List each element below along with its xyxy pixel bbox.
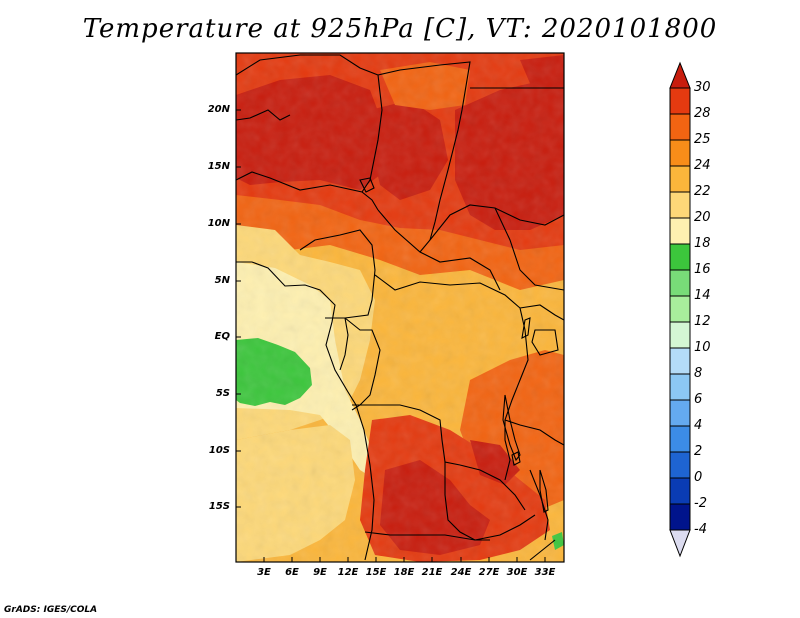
colorbar-box-16 <box>669 269 691 297</box>
map-frame <box>235 52 565 563</box>
colorbar-label-22: 22 <box>694 184 711 199</box>
lon-label-27e: 27E <box>478 567 500 578</box>
lon-ticks <box>263 557 546 562</box>
colorbar-box-30 <box>669 87 691 115</box>
colorbar-box-0 <box>669 477 691 505</box>
lat-label-15n: 15N <box>207 161 230 172</box>
colorbar-box-25 <box>669 139 691 167</box>
colorbar-label-10: 10 <box>694 340 711 355</box>
colorbar-label-m2: -2 <box>694 496 707 511</box>
lake-chad <box>359 177 375 193</box>
colorbar-box-2 <box>669 451 691 479</box>
coastline-west <box>236 261 375 561</box>
lat-label-eq: EQ <box>214 331 230 342</box>
colorbar-label-30: 30 <box>694 80 711 95</box>
lon-label-12e: 12E <box>337 567 359 578</box>
colorbar-box-8 <box>669 373 691 401</box>
colorbar-label-4: 4 <box>694 418 703 433</box>
chart-title: Temperature at 925hPa [C], VT: 202010180… <box>82 14 718 44</box>
border-car-drc <box>374 274 521 309</box>
border-mali-niger <box>236 109 291 121</box>
border-chad-car <box>377 209 501 291</box>
colorbar-label-8: 8 <box>694 366 703 381</box>
colorbar-box-10 <box>669 347 691 375</box>
lon-label-33e: 33E <box>534 567 556 578</box>
lat-label-20n: 20N <box>207 104 230 115</box>
border-uganda-kenya <box>519 304 564 321</box>
colorbar-label-20: 20 <box>694 210 711 225</box>
temperature-field <box>236 53 564 562</box>
colorbar-label-6: 6 <box>694 392 703 407</box>
colorbar-label-25: 25 <box>694 132 711 147</box>
lon-label-24e: 24E <box>450 567 472 578</box>
colorbar-box-20 <box>669 217 691 245</box>
colorbar-label-24: 24 <box>694 158 711 173</box>
colorbar-label-0: 0 <box>694 470 703 485</box>
colorbar <box>669 61 691 558</box>
lat-label-15s: 15S <box>208 501 230 512</box>
colorbar-bottom-arrow <box>669 529 691 558</box>
lat-label-10s: 10S <box>208 445 230 456</box>
colorbar-label-28: 28 <box>694 106 711 121</box>
border-angola-zambia <box>444 462 476 541</box>
lon-label-6e: 6E <box>285 567 299 578</box>
lat-label-10n: 10N <box>207 218 230 229</box>
colorbar-box-24 <box>669 165 691 193</box>
colorbar-top-arrow <box>669 61 691 89</box>
border-small-se <box>529 539 556 561</box>
colorbar-label-18: 18 <box>694 236 711 251</box>
country-borders <box>236 54 564 561</box>
colorbar-label-12: 12 <box>694 314 711 329</box>
colorbar-box-14 <box>669 295 691 323</box>
colorbar-box-18 <box>669 243 691 271</box>
lake-victoria <box>531 329 559 356</box>
border-drc-east <box>504 307 529 481</box>
colorbar-box-4 <box>669 425 691 453</box>
lake-albert <box>521 317 531 339</box>
border-tanzania <box>504 419 564 446</box>
colorbar-box-6 <box>669 399 691 427</box>
lon-label-3e: 3E <box>257 567 271 578</box>
border-nigeria-north <box>236 171 379 211</box>
lake-mweru <box>511 451 521 466</box>
colorbar-box-12 <box>669 321 691 349</box>
lake-tanganyika <box>502 394 521 462</box>
lat-label-5s: 5S <box>215 388 230 399</box>
colorbar-label-16: 16 <box>694 262 711 277</box>
colorbar-label-14: 14 <box>694 288 711 303</box>
border-niger-chad <box>236 54 383 193</box>
lat-ticks <box>236 109 241 508</box>
colorbar-box-28 <box>669 113 691 141</box>
lon-label-30e: 30E <box>506 567 528 578</box>
border-congo-drc <box>344 317 381 411</box>
colorbar-label-2: 2 <box>694 444 703 459</box>
lon-label-21e: 21E <box>421 567 443 578</box>
border-zambia-drc <box>459 464 526 511</box>
lon-label-15e: 15E <box>365 567 387 578</box>
credit-text: GrADS: IGES/COLA <box>4 605 98 615</box>
border-cameroon <box>299 229 376 319</box>
lat-label-5n: 5N <box>214 275 230 286</box>
border-malawi <box>529 469 549 541</box>
border-ssudan-ethiopia <box>494 207 564 291</box>
lake-malawi <box>539 469 549 513</box>
colorbar-box-m2 <box>669 503 691 531</box>
border-chad-sudan <box>377 61 471 253</box>
border-gabon <box>325 317 349 371</box>
colorbar-box-22 <box>669 191 691 219</box>
lon-label-18e: 18E <box>393 567 415 578</box>
lon-label-9e: 9E <box>313 567 327 578</box>
colorbar-label-m4: -4 <box>694 522 707 537</box>
border-zambia-south <box>474 514 536 541</box>
